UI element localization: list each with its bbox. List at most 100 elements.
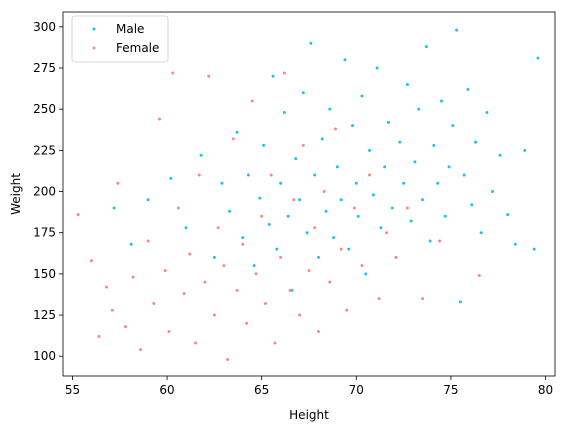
male-point	[339, 198, 343, 202]
female-point	[207, 74, 211, 78]
male-point	[343, 58, 347, 62]
female-point	[298, 313, 302, 317]
male-point	[491, 190, 495, 194]
male-point	[246, 173, 250, 177]
male-point	[447, 165, 451, 169]
male-point	[235, 130, 239, 134]
female-point	[241, 242, 245, 246]
female-point	[260, 214, 264, 218]
male-point	[316, 255, 320, 259]
female-point	[146, 239, 150, 243]
male-point	[455, 28, 459, 32]
female-point	[292, 198, 296, 202]
male-point	[513, 242, 517, 246]
y-tick-label: 300	[33, 20, 56, 34]
female-point	[301, 143, 305, 147]
male-point	[424, 45, 428, 49]
male-point	[267, 222, 271, 226]
male-point	[309, 41, 313, 45]
female-point	[245, 321, 249, 325]
male-point	[199, 153, 203, 157]
female-point	[158, 117, 162, 121]
male-point	[305, 231, 309, 235]
female-point	[273, 341, 277, 345]
male-point	[313, 173, 317, 177]
female-point	[279, 255, 283, 259]
male-point	[451, 124, 455, 128]
male-point	[129, 242, 133, 246]
female-point	[226, 358, 230, 362]
female-point	[269, 173, 273, 177]
female-point	[139, 348, 143, 352]
male-point	[282, 110, 286, 114]
female-point	[339, 247, 343, 251]
male-point	[390, 206, 394, 210]
male-point	[364, 272, 368, 276]
female-point	[152, 302, 156, 306]
x-tick-label: 55	[65, 383, 80, 397]
male-point	[228, 209, 232, 213]
male-point	[421, 198, 425, 202]
legend-label-female: Female	[116, 41, 159, 55]
female-point	[328, 280, 332, 284]
female-point	[167, 330, 171, 334]
legend-marker-male	[92, 27, 96, 31]
male-point	[324, 209, 328, 213]
male-point	[470, 203, 474, 207]
male-point	[443, 214, 447, 218]
male-point	[379, 226, 383, 230]
female-point	[250, 99, 254, 103]
female-point	[316, 330, 320, 334]
female-point	[322, 190, 326, 194]
male-point	[271, 74, 275, 78]
y-tick-label: 175	[33, 226, 56, 240]
x-tick-label: 80	[538, 383, 553, 397]
male-point	[386, 120, 390, 124]
male-point	[360, 94, 364, 98]
female-point	[131, 275, 135, 279]
male-point	[432, 143, 436, 147]
male-point	[413, 160, 417, 164]
male-point	[402, 181, 406, 185]
female-point	[203, 280, 207, 284]
male-point	[298, 198, 302, 202]
x-tick-label: 65	[254, 383, 269, 397]
y-tick-label: 125	[33, 308, 56, 322]
female-point	[313, 226, 317, 230]
male-point	[351, 124, 355, 128]
female-point	[182, 292, 186, 296]
female-points	[76, 71, 481, 362]
legend-box	[71, 15, 169, 63]
male-point	[532, 247, 536, 251]
female-point	[216, 226, 220, 230]
female-point	[193, 341, 197, 345]
male-point	[252, 264, 256, 268]
female-point	[360, 264, 364, 268]
female-point	[89, 259, 93, 263]
male-point	[220, 181, 224, 185]
male-point	[536, 56, 540, 60]
male-point	[275, 247, 279, 251]
male-point	[439, 99, 443, 103]
female-point	[76, 213, 80, 217]
female-point	[405, 206, 409, 210]
female-point	[377, 297, 381, 301]
male-point	[169, 176, 173, 180]
female-point	[176, 206, 180, 210]
y-tick-label: 100	[33, 349, 56, 363]
female-point	[163, 269, 167, 273]
male-points	[112, 28, 540, 304]
plot-frame	[62, 11, 556, 377]
male-point	[436, 181, 440, 185]
male-point	[146, 198, 150, 202]
female-point	[254, 272, 258, 276]
male-point	[184, 226, 188, 230]
male-point	[112, 206, 116, 210]
female-point	[212, 313, 216, 317]
male-point	[383, 165, 387, 169]
male-point	[375, 66, 379, 70]
female-point	[307, 269, 311, 273]
male-point	[506, 213, 510, 217]
male-point	[279, 181, 283, 185]
